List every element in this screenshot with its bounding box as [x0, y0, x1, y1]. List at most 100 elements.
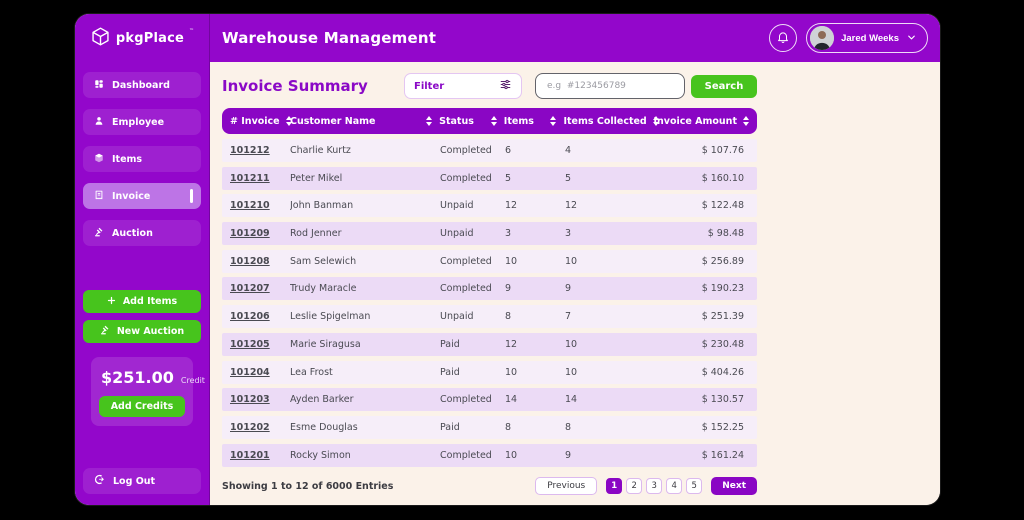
- customer-name-cell: Rocky Simon: [290, 449, 351, 461]
- invoice-link[interactable]: 101211: [230, 172, 270, 184]
- sort-icon[interactable]: [426, 116, 433, 126]
- sidebar-item-employee[interactable]: Employee: [83, 109, 201, 135]
- active-indicator: [190, 189, 193, 203]
- column-header-customer-name[interactable]: Customer Name: [290, 116, 439, 127]
- items-cell: 10: [505, 366, 518, 378]
- add-credits-label: Add Credits: [110, 401, 174, 412]
- sort-icon[interactable]: [550, 116, 557, 126]
- sidebar-item-label: Items: [112, 153, 143, 165]
- plus-icon: [107, 296, 116, 308]
- gavel-icon: [100, 325, 110, 338]
- invoice-link[interactable]: 101208: [230, 255, 270, 267]
- table-header: # Invoice Customer Name Status Items: [222, 108, 757, 134]
- new-auction-button[interactable]: New Auction: [83, 320, 201, 343]
- credit-card: $251.00 Credit Add Credits: [91, 357, 205, 426]
- items-cell: 5: [505, 172, 512, 184]
- status-cell: Unpaid: [440, 200, 474, 212]
- customer-name-cell: Lea Frost: [290, 366, 333, 378]
- invoice-link[interactable]: 101209: [230, 228, 270, 240]
- previous-page-button[interactable]: Previous: [535, 477, 598, 496]
- invoice-link[interactable]: 101207: [230, 283, 270, 295]
- column-header-items[interactable]: Items: [504, 116, 564, 127]
- search-input[interactable]: [535, 73, 685, 99]
- sidebar-item-auction[interactable]: Auction: [83, 220, 201, 246]
- sort-icon[interactable]: [490, 116, 497, 126]
- add-credits-button[interactable]: Add Credits: [99, 396, 185, 417]
- invoice-link[interactable]: 101202: [230, 421, 270, 433]
- invoice-link[interactable]: 101205: [230, 338, 270, 350]
- credit-amount: $251.00: [101, 368, 174, 387]
- sort-icon[interactable]: [743, 116, 749, 126]
- logout-button[interactable]: Log Out: [83, 468, 201, 494]
- add-items-button[interactable]: Add Items: [83, 290, 201, 313]
- table-row: 101210 John Banman Unpaid 12 12 $ 122.48: [222, 194, 757, 218]
- invoice-amount-cell: $ 98.48: [707, 228, 744, 240]
- invoice-amount-cell: $ 152.25: [701, 421, 744, 433]
- sidebar-item-dashboard[interactable]: Dashboard: [83, 72, 201, 98]
- entries-summary: Showing 1 to 12 of 6000 Entries: [222, 480, 394, 492]
- page-number-button[interactable]: 3: [646, 478, 663, 495]
- notifications-button[interactable]: [769, 24, 798, 52]
- status-cell: Paid: [440, 421, 460, 433]
- items-collected-cell: 10: [565, 338, 578, 350]
- credit-label: Credit: [180, 376, 205, 385]
- items-cell: 6: [505, 145, 512, 156]
- page-number-button[interactable]: 2: [626, 478, 643, 495]
- chevron-down-icon: [906, 31, 917, 46]
- column-header-invoice[interactable]: # Invoice: [222, 116, 292, 127]
- sidebar-item-label: Dashboard: [112, 79, 170, 91]
- pagination: Previous 1 2 3 4 5 Next: [535, 477, 757, 496]
- table-row: 101209 Rod Jenner Unpaid 3 3 $ 98.48: [222, 222, 757, 246]
- table-body: 101212 Charlie Kurtz Completed 6 4 $ 107…: [222, 139, 757, 471]
- invoice-amount-cell: $ 190.23: [701, 283, 744, 295]
- status-cell: Completed: [440, 449, 492, 461]
- sort-icon[interactable]: [285, 116, 292, 126]
- sliders-icon: [499, 78, 512, 95]
- status-cell: Paid: [440, 366, 460, 378]
- items-collected-cell: 9: [565, 283, 572, 295]
- status-cell: Completed: [440, 283, 492, 295]
- box-icon: [94, 153, 104, 166]
- invoice-link[interactable]: 101210: [230, 200, 270, 212]
- invoice-amount-cell: $ 256.89: [701, 255, 744, 267]
- page-number-button[interactable]: 1: [606, 478, 623, 495]
- sidebar-item-items[interactable]: Items: [83, 146, 201, 172]
- items-cell: 3: [505, 228, 512, 240]
- column-header-status[interactable]: Status: [439, 116, 504, 127]
- filter-button[interactable]: Filter: [404, 73, 522, 99]
- column-header-items-collected[interactable]: Items Collected: [563, 116, 659, 127]
- logout-label: Log Out: [113, 475, 156, 487]
- customer-name-cell: Ayden Barker: [290, 394, 354, 406]
- page-title: Invoice Summary: [222, 77, 368, 95]
- invoice-amount-cell: $ 160.10: [701, 172, 744, 184]
- content: Invoice Summary Filter: [210, 62, 940, 505]
- sort-icon[interactable]: [652, 116, 659, 126]
- customer-name-cell: John Banman: [290, 200, 354, 212]
- invoice-link[interactable]: 101201: [230, 449, 270, 461]
- invoice-link[interactable]: 101206: [230, 311, 270, 323]
- items-cell: 12: [505, 338, 518, 350]
- invoice-link[interactable]: 101212: [230, 145, 270, 156]
- items-cell: 10: [505, 255, 518, 267]
- user-menu[interactable]: Jared Weeks: [806, 23, 928, 53]
- table-row: 101207 Trudy Maracle Completed 9 9 $ 190…: [222, 277, 757, 301]
- next-page-button[interactable]: Next: [711, 477, 757, 496]
- column-header-invoice-amount[interactable]: Invoice Amount: [653, 116, 757, 127]
- table-footer: Showing 1 to 12 of 6000 Entries Previous…: [222, 471, 757, 505]
- items-collected-cell: 7: [565, 311, 572, 323]
- items-cell: 10: [505, 449, 518, 461]
- invoice-amount-cell: $ 404.26: [701, 366, 744, 378]
- sidebar: pkgPlace ™ Dashboard Employ: [75, 14, 210, 505]
- invoice-link[interactable]: 101203: [230, 394, 270, 406]
- toolbar: Invoice Summary Filter: [222, 72, 757, 100]
- logout-icon: [94, 474, 105, 488]
- customer-name-cell: Rod Jenner: [290, 228, 342, 240]
- table-row: 101202 Esme Douglas Paid 8 8 $ 152.25: [222, 415, 757, 439]
- page-number-button[interactable]: 4: [666, 478, 683, 495]
- page-number-button[interactable]: 5: [686, 478, 703, 495]
- invoice-link[interactable]: 101204: [230, 366, 270, 378]
- sidebar-item-invoice[interactable]: Invoice: [83, 183, 201, 209]
- items-collected-cell: 5: [565, 172, 572, 184]
- items-collected-cell: 4: [565, 145, 572, 156]
- search-button[interactable]: Search: [691, 74, 757, 98]
